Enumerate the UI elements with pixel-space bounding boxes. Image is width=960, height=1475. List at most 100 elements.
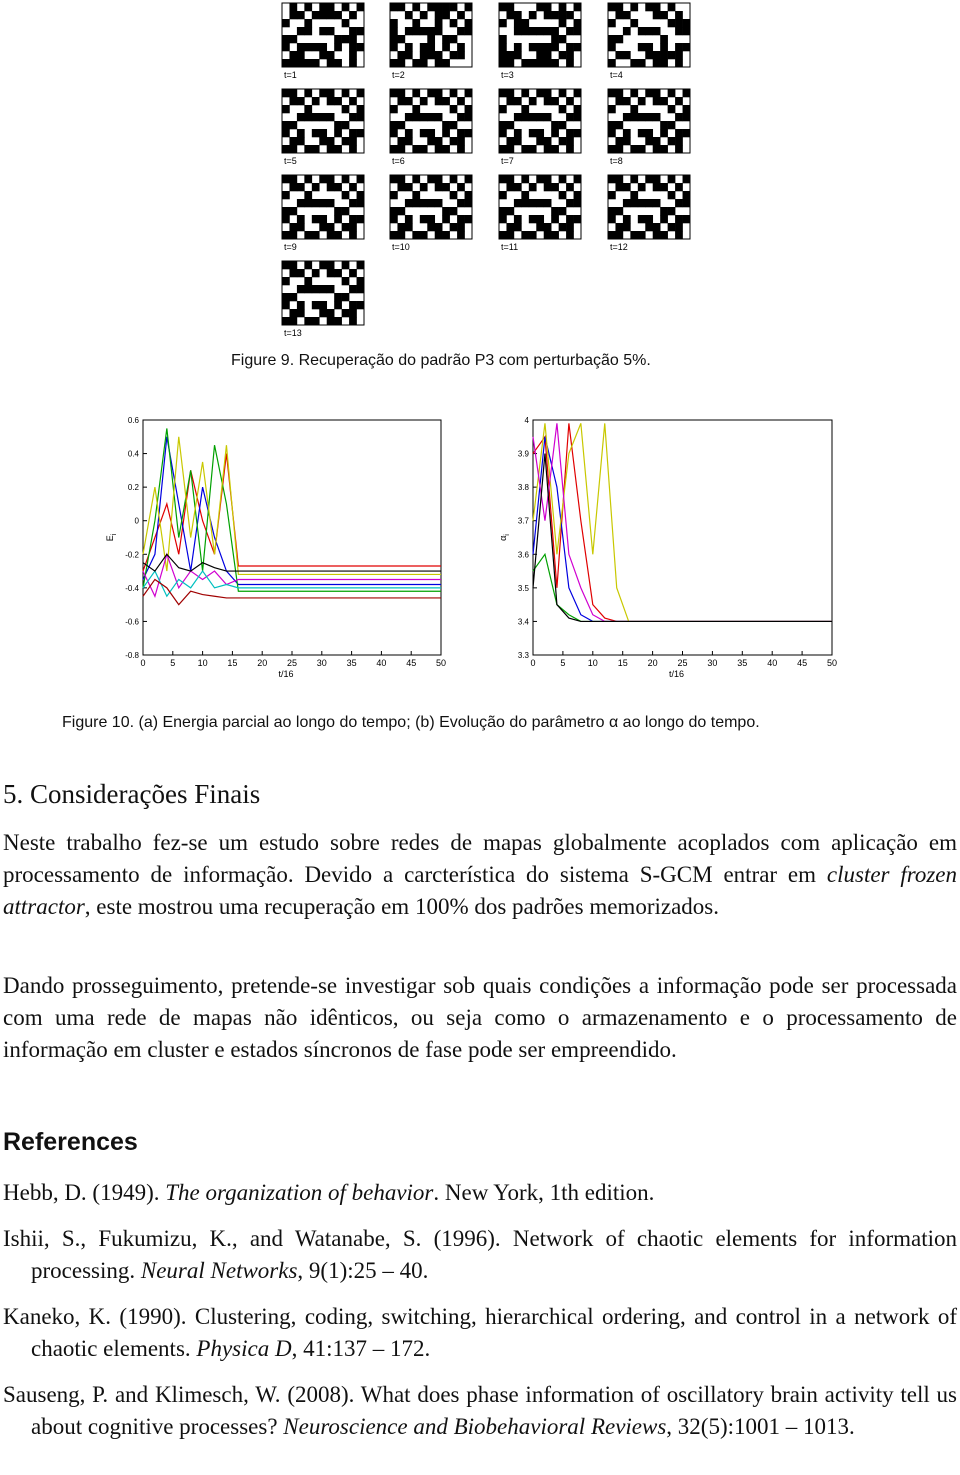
pattern-cell — [404, 215, 413, 224]
pattern-cell — [349, 317, 357, 326]
pattern-cell — [319, 199, 328, 208]
pattern-cell — [390, 19, 398, 28]
pattern-cell — [404, 97, 413, 106]
pattern-cell — [558, 121, 567, 130]
pattern-cell — [334, 183, 342, 192]
pattern-cell — [652, 199, 661, 208]
pattern-cell — [390, 145, 398, 154]
pattern-cell — [449, 51, 458, 60]
pattern-cell — [551, 231, 559, 240]
pattern-cell — [304, 19, 313, 28]
pattern-cell — [521, 89, 530, 98]
pattern-cell — [449, 89, 458, 98]
section-heading: 5. Considerações Finais — [3, 779, 261, 809]
pattern-cell — [311, 97, 320, 106]
pattern-cell — [326, 137, 335, 146]
pattern-cell — [675, 183, 683, 192]
pattern-cell — [667, 207, 676, 216]
pattern-cell — [341, 207, 350, 216]
pattern-cell — [499, 35, 507, 44]
x-tick-label: 10 — [588, 658, 598, 668]
pattern-cell — [528, 129, 537, 138]
pattern-cell — [289, 269, 298, 278]
pattern-cell — [334, 231, 342, 240]
panel-label: t=9 — [284, 242, 297, 252]
x-tick-label: 0 — [140, 658, 145, 668]
pattern-cell — [311, 285, 320, 294]
pattern-cell — [457, 223, 465, 232]
pattern-cell — [296, 309, 305, 318]
pattern-cell — [296, 301, 305, 310]
pattern-cell — [682, 19, 691, 28]
y-tick-label: 3.9 — [518, 450, 530, 459]
pattern-cell — [304, 261, 313, 270]
y-tick-label: -0.6 — [125, 617, 139, 626]
pattern-cell — [434, 231, 443, 240]
pattern-panel — [281, 88, 365, 154]
pattern-cell — [630, 59, 639, 68]
x-tick-label: 20 — [257, 658, 267, 668]
pattern-cell — [326, 309, 335, 318]
pattern-cell — [282, 215, 290, 224]
pattern-cell — [566, 215, 574, 224]
pattern-cell — [282, 89, 290, 98]
text: Dando prosseguimento, pretende-se invest… — [3, 973, 957, 1062]
pattern-cell — [536, 137, 545, 146]
pattern-cell — [573, 3, 582, 12]
pattern-cell — [442, 97, 450, 106]
pattern-panel — [389, 88, 473, 154]
x-tick-label: 15 — [227, 658, 237, 668]
y-tick-label: 3.5 — [518, 584, 530, 593]
pattern-cell — [296, 137, 305, 146]
pattern-cell — [513, 97, 522, 106]
text: Sauseng, P. and Klimesch, W. (2008). Wha… — [3, 1382, 957, 1439]
pattern-cell — [652, 137, 661, 146]
pattern-cell — [499, 105, 507, 114]
pattern-cell — [615, 51, 624, 60]
pattern-cell — [637, 199, 646, 208]
y-tick-label: 3.8 — [518, 483, 530, 492]
pattern-cell — [573, 105, 582, 114]
pattern-cell — [630, 199, 639, 208]
pattern-cell — [645, 199, 654, 208]
pattern-cell — [349, 223, 357, 232]
pattern-cell — [397, 145, 406, 154]
pattern-cell — [356, 89, 365, 98]
pattern-cell — [499, 59, 507, 68]
pattern-cell — [464, 19, 473, 28]
pattern-cell — [667, 105, 676, 114]
pattern-cell — [573, 113, 582, 122]
pattern-cell — [457, 231, 465, 240]
pattern-cell — [499, 3, 507, 12]
pattern-cell — [449, 137, 458, 146]
pattern-cell — [645, 89, 654, 98]
pattern-cell — [608, 19, 616, 28]
pattern-cell — [311, 215, 320, 224]
pattern-cell — [356, 129, 365, 138]
x-tick-label: 50 — [436, 658, 446, 668]
x-tick-label: 45 — [797, 658, 807, 668]
pattern-cell — [499, 207, 507, 216]
pattern-cell — [434, 51, 443, 60]
pattern-cell — [412, 19, 421, 28]
figures: t=1 t=2 t=3 t=4 t=5 t=6 t=7 t=8 t=9 t=10 t=11 t=12 t… — [105, 2, 837, 679]
series-line — [142, 552, 441, 598]
pattern-cell — [457, 215, 465, 224]
pattern-cell — [573, 19, 582, 28]
pattern-cell — [667, 175, 676, 184]
pattern-cell — [682, 43, 691, 52]
figure-caption: Figure 9. Recuperação do padrão P3 com p… — [231, 352, 651, 369]
pattern-cell — [536, 89, 545, 98]
pattern-cell — [615, 35, 624, 44]
pattern-cell — [349, 215, 357, 224]
x-tick-label: 25 — [287, 658, 297, 668]
pattern-cell — [608, 215, 616, 224]
pattern-cell — [341, 137, 350, 146]
pattern-cell — [682, 215, 691, 224]
pattern-cell — [434, 223, 443, 232]
pattern-cell — [356, 43, 365, 52]
pattern-cell — [652, 59, 661, 68]
pattern-cell — [296, 285, 305, 294]
pattern-panel — [607, 88, 691, 154]
pattern-cell — [282, 277, 290, 286]
